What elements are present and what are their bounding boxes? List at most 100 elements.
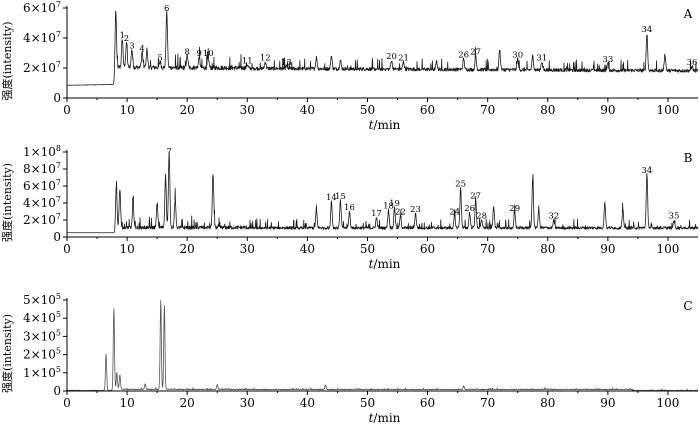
chromatogram-panel-c: 0 10 20 30 40 50 60 70 80 90 100 0 1×105 2×105 3×105 4×… — [0, 292, 699, 424]
x-tick-label: 100 — [656, 103, 679, 117]
peak-label: 34 — [642, 166, 653, 176]
y-tick-label: 0 — [53, 91, 61, 105]
chromatogram-panel-a: 0 10 20 30 40 50 60 70 80 90 100 0 2×107 4×107 6×107 t/… — [0, 0, 699, 132]
peak-label: 36 — [687, 58, 698, 68]
x-tick-label: 0 — [63, 103, 71, 117]
x-tick-label: 90 — [600, 103, 615, 117]
peak-label: 26 — [458, 51, 469, 61]
x-tick-label: 10 — [119, 103, 134, 117]
x-tick-label: 20 — [180, 103, 195, 117]
peak-label: 18 — [383, 202, 394, 212]
peak-label: 14 — [326, 193, 337, 203]
peak-label: 32 — [548, 212, 559, 222]
peak-label: 23 — [410, 205, 421, 215]
panel-letter: A — [683, 7, 693, 21]
peak-label: 12 — [260, 54, 271, 64]
peak-label: 19 — [389, 199, 400, 209]
x-tick-label: 60 — [420, 396, 435, 410]
peak-label: 7 — [166, 147, 171, 157]
peak-label: 31 — [536, 54, 547, 64]
y-tick-label: 4×107 — [23, 195, 61, 210]
y-tick-label: 6×107 — [23, 0, 61, 15]
y-axis-label: 强度(intensity) — [0, 22, 14, 101]
x-tick-label: 60 — [420, 103, 435, 117]
x-tick-label: 10 — [119, 396, 134, 410]
y-axis-label: 强度(intensity) — [0, 314, 14, 393]
peak-label: 25 — [455, 179, 466, 189]
x-tick-label: 20 — [180, 396, 195, 410]
peak-label: 11 — [242, 57, 253, 67]
y-axis-label: 强度(intensity) — [0, 163, 14, 242]
peak-label: 21 — [398, 54, 409, 64]
chromatogram-trace-b — [66, 151, 699, 234]
peak-label: 15 — [335, 192, 346, 202]
x-tick-label: 70 — [480, 242, 495, 256]
x-tick-label: 100 — [656, 396, 679, 410]
peak-label: 22 — [395, 207, 406, 217]
y-tick-label: 2×105 — [23, 347, 61, 362]
chromatogram-trace-c — [66, 299, 699, 392]
peak-label: 2 — [124, 34, 129, 44]
peak-label: 29 — [509, 204, 520, 214]
x-axis-label: t/min — [369, 257, 401, 271]
x-tick-label: 60 — [420, 242, 435, 256]
peak-label: 8 — [184, 48, 189, 58]
peak-label: 33 — [602, 55, 613, 65]
peak-label: 30 — [512, 51, 523, 61]
panel-letter: B — [684, 151, 693, 165]
panel-letter: C — [683, 299, 692, 313]
y-tick-label: 1×105 — [23, 365, 61, 380]
peak-label: 27 — [470, 191, 481, 201]
y-tick-label: 4×107 — [23, 30, 61, 45]
x-tick-label: 50 — [360, 242, 375, 256]
peak-label: 24 — [449, 207, 460, 217]
y-tick-label: 2×107 — [23, 60, 61, 75]
x-tick-label: 90 — [600, 242, 615, 256]
y-tick-label: 0 — [53, 384, 61, 398]
peak-label: 28 — [476, 212, 487, 222]
x-tick-label: 20 — [180, 242, 195, 256]
peak-label: 5 — [157, 54, 162, 64]
x-tick-label: 90 — [600, 396, 615, 410]
x-tick-label: 80 — [540, 396, 555, 410]
peak-label: 16 — [344, 203, 355, 213]
peak-label: 27 — [470, 48, 481, 58]
x-tick-label: 30 — [240, 396, 255, 410]
x-tick-label: 30 — [240, 242, 255, 256]
y-tick-label: 3×105 — [23, 328, 61, 343]
peak-label: 4 — [139, 45, 144, 55]
y-tick-label: 6×107 — [23, 178, 61, 193]
chromatogram-trace-a — [66, 9, 699, 86]
peak-label: 6 — [164, 4, 169, 14]
x-tick-label: 50 — [360, 396, 375, 410]
peak-label: 17 — [371, 209, 382, 219]
peak-label: 9 — [196, 49, 201, 59]
x-tick-label: 50 — [360, 103, 375, 117]
y-tick-label: 4×105 — [23, 310, 61, 325]
peak-label: 3 — [129, 42, 134, 52]
x-tick-label: 40 — [300, 242, 315, 256]
chromatogram-panel-b: 0 10 20 30 40 50 60 70 80 90 100 0 2×107 4×107 6×107 8×… — [0, 144, 699, 271]
x-axis-label: t/min — [369, 411, 401, 424]
y-tick-label: 5×105 — [23, 292, 61, 307]
y-tick-label: 1×108 — [23, 144, 61, 159]
x-tick-label: 10 — [119, 242, 134, 256]
x-tick-label: 80 — [540, 242, 555, 256]
x-tick-label: 30 — [240, 103, 255, 117]
x-tick-label: 40 — [300, 396, 315, 410]
peak-label: 26 — [464, 204, 475, 214]
x-tick-label: 0 — [63, 242, 71, 256]
y-tick-label: 0 — [53, 230, 61, 244]
peak-label: 10 — [203, 49, 214, 59]
x-tick-label: 100 — [656, 242, 679, 256]
y-tick-label: 2×107 — [23, 212, 61, 227]
peak-label: 13 — [281, 58, 292, 68]
peak-label: 1 — [120, 31, 125, 41]
y-tick-label: 8×107 — [23, 161, 61, 176]
x-tick-label: 0 — [63, 396, 71, 410]
x-tick-label: 40 — [300, 103, 315, 117]
peak-label: 20 — [386, 52, 397, 62]
x-tick-label: 70 — [480, 396, 495, 410]
x-axis-label: t/min — [369, 118, 401, 132]
